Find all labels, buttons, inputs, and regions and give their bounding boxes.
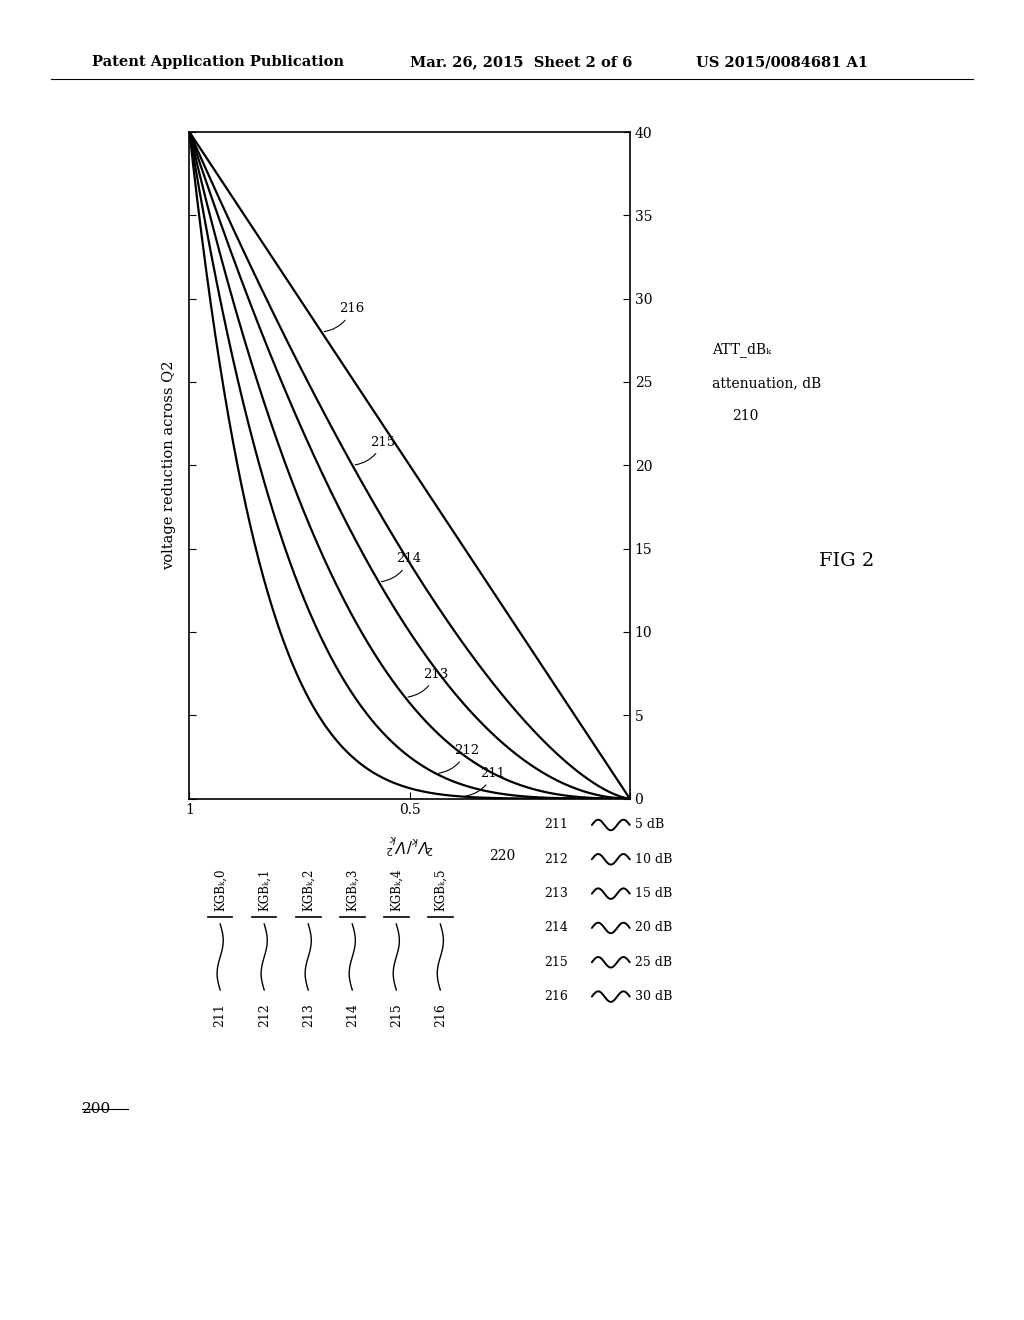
Text: 211: 211 <box>465 767 505 796</box>
Text: 211: 211 <box>545 818 568 832</box>
Text: 212: 212 <box>545 853 568 866</box>
Text: 210: 210 <box>732 409 759 422</box>
Text: ATT_dBₖ: ATT_dBₖ <box>712 342 771 358</box>
Text: 215: 215 <box>390 1003 402 1027</box>
Text: 213: 213 <box>545 887 568 900</box>
Text: 10 dB: 10 dB <box>635 853 672 866</box>
Text: KGBₖ,1: KGBₖ,1 <box>258 869 270 911</box>
Text: KGBₖ,5: KGBₖ,5 <box>434 869 446 911</box>
Text: KGBₖ,4: KGBₖ,4 <box>390 869 402 911</box>
Text: KGBₖ,3: KGBₖ,3 <box>346 869 358 911</box>
Text: 216: 216 <box>545 990 568 1003</box>
Text: 215: 215 <box>355 436 395 465</box>
Y-axis label: voltage reduction across Q2: voltage reduction across Q2 <box>162 360 176 570</box>
Text: 213: 213 <box>408 668 449 697</box>
Text: 214: 214 <box>382 552 422 582</box>
Text: 20 dB: 20 dB <box>635 921 672 935</box>
Text: 216: 216 <box>434 1003 446 1027</box>
Text: Patent Application Publication: Patent Application Publication <box>92 55 344 70</box>
Text: 5 dB: 5 dB <box>635 818 665 832</box>
Text: FIG 2: FIG 2 <box>819 552 874 570</box>
Text: US 2015/0084681 A1: US 2015/0084681 A1 <box>696 55 868 70</box>
Text: 15 dB: 15 dB <box>635 887 672 900</box>
Text: Mar. 26, 2015  Sheet 2 of 6: Mar. 26, 2015 Sheet 2 of 6 <box>410 55 632 70</box>
Text: 215: 215 <box>545 956 568 969</box>
Text: 212: 212 <box>438 744 479 774</box>
Text: 200: 200 <box>82 1102 112 1117</box>
Text: 220: 220 <box>488 849 515 863</box>
Text: 213: 213 <box>302 1003 314 1027</box>
Text: KGBₖ,0: KGBₖ,0 <box>214 869 226 911</box>
Text: 211: 211 <box>214 1003 226 1027</box>
Text: 212: 212 <box>258 1003 270 1027</box>
Text: 214: 214 <box>346 1003 358 1027</box>
Text: 25 dB: 25 dB <box>635 956 672 969</box>
Text: 30 dB: 30 dB <box>635 990 672 1003</box>
Text: attenuation, dB: attenuation, dB <box>712 376 821 389</box>
Text: 214: 214 <box>545 921 568 935</box>
Text: KGBₖ,2: KGBₖ,2 <box>302 869 314 911</box>
Text: 216: 216 <box>325 302 365 331</box>
Text: ${}^2\!V_k / V_k^{\,2}$: ${}^2\!V_k / V_k^{\,2}$ <box>386 832 433 855</box>
